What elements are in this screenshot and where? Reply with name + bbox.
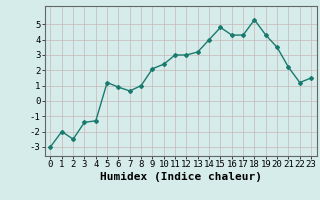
X-axis label: Humidex (Indice chaleur): Humidex (Indice chaleur) [100,172,262,182]
